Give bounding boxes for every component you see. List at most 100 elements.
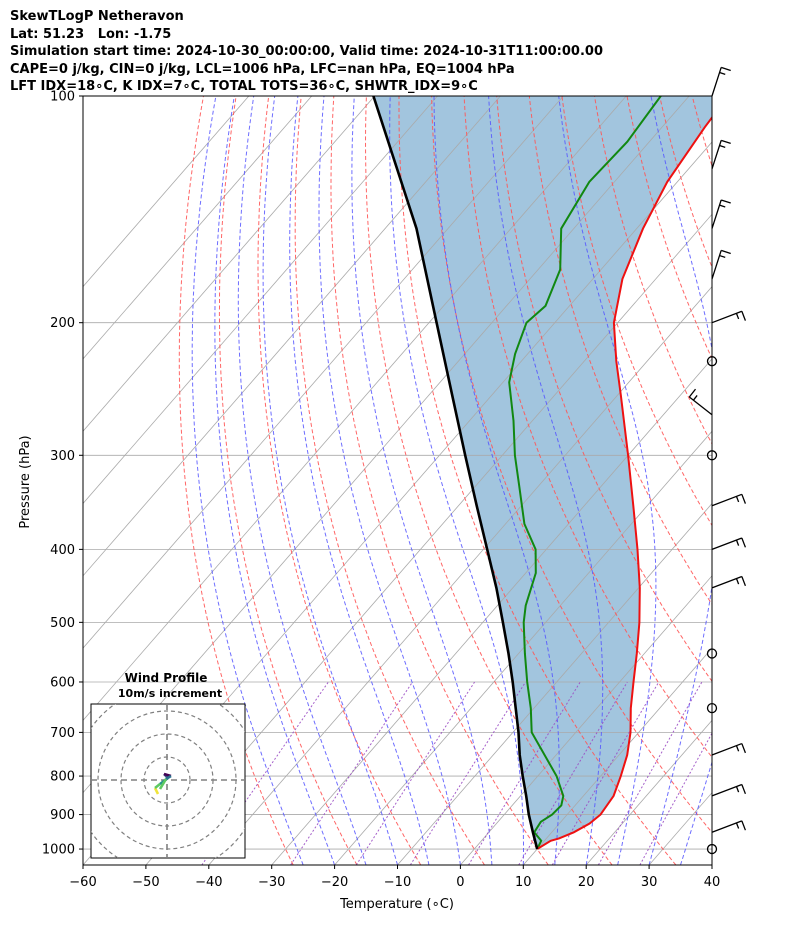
moist-adiabat-line: [389, 96, 524, 865]
convective-parameters: CAPE=0 j/kg, CIN=0 j/kg, LCL=1006 hPa, L…: [10, 61, 515, 77]
dry-adiabat-line: [496, 96, 712, 683]
wind-barb-feather: [741, 784, 747, 795]
isotherm-line: [83, 96, 438, 505]
axes-layer: Temperature (∘C) Pressure (hPa) −60 −50 −4…: [18, 90, 720, 913]
x-axis-label: Temperature (∘C): [339, 897, 454, 912]
y-tick-label: 400: [50, 543, 75, 558]
wind-barb-half-feather: [719, 254, 726, 259]
x-tick-label: −60: [69, 875, 96, 890]
wind-profile-title: Wind Profile: [125, 671, 208, 685]
isotherm-line: [83, 96, 564, 649]
mixing-ratio-line: [597, 681, 703, 865]
isotherm-line: [145, 213, 712, 865]
x-tick-label: 0: [456, 875, 464, 890]
wind-barb-feather: [720, 249, 731, 255]
wind-profile-frame: [90, 703, 246, 859]
wind-barb-half-feather: [735, 578, 740, 585]
cape-cin-fill-layer: [373, 96, 712, 849]
moist-adiabat-line: [433, 96, 560, 865]
dry-adiabat-line: [691, 96, 712, 168]
wind-profile-inset: Wind Profile 10m/s increment: [90, 671, 246, 859]
wind-barb-icon: [711, 575, 747, 589]
x-tick-label: −30: [258, 875, 285, 890]
wind-barb-icon: [711, 537, 747, 550]
moist-adiabat-line: [262, 96, 398, 865]
y-tick-label: 900: [50, 808, 75, 823]
parcel-profile-line: [372, 96, 539, 850]
dry-adiabat-line: [398, 96, 677, 865]
cin-shaded-area: [373, 96, 712, 849]
x-tick-label: −40: [195, 875, 222, 890]
isotherm-line: [83, 96, 375, 432]
wind-barb-half-feather: [735, 786, 740, 793]
wind-barb-calm-icon: [706, 843, 718, 855]
hodograph-segment: [154, 782, 161, 790]
wind-barb-icon: [711, 199, 731, 229]
dry-adiabat-line: [330, 96, 549, 865]
wind-barb-shaft: [711, 67, 722, 97]
dry-adiabat-line: [757, 96, 794, 865]
wind-barb-half-feather: [692, 395, 698, 401]
dewpoint-line: [508, 96, 662, 850]
mixing-ratio-line: [290, 681, 413, 865]
wind-barb-icon: [688, 388, 713, 416]
stability-indices: LFT IDX=18∘C, K IDX=7∘C, TOTAL TOTS=36∘C…: [10, 79, 478, 94]
y-tick-label: 800: [50, 770, 75, 785]
wind-barb-feather: [741, 311, 747, 321]
hodograph-segment: [153, 787, 160, 795]
mixing-ratio-line: [355, 681, 476, 865]
isotherm-line: [83, 96, 313, 360]
wind-barb-shaft: [711, 199, 722, 229]
x-tick-label: −50: [132, 875, 159, 890]
isotherm-line: [83, 96, 250, 288]
isotherm-line: [460, 575, 712, 865]
moist-adiabat-line: [289, 96, 430, 865]
isotherm-line: [83, 96, 627, 722]
moist-adiabat-line: [318, 96, 461, 865]
wind-barb-half-feather: [719, 71, 726, 75]
wind-barbs-layer: [688, 66, 747, 855]
isotherm-line: [334, 430, 712, 865]
dry-adiabat-layer: [178, 96, 794, 865]
hodograph-segment: [158, 778, 168, 790]
mixing-ratio-line: [518, 681, 628, 865]
hodograph-segment: [165, 774, 172, 781]
moist-adiabat-line: [744, 96, 794, 865]
moist-adiabat-line: [214, 96, 336, 865]
moist-adiabat-layer: [191, 96, 794, 865]
wind-barb-half-feather: [719, 144, 726, 148]
wind-barb-feather: [741, 537, 747, 548]
wind-barb-calm-icon: [706, 356, 718, 367]
wind-barb-half-feather: [719, 204, 726, 208]
wind-barb-half-feather: [735, 822, 740, 829]
isotherm-line: [397, 502, 712, 865]
x-tick-label: 20: [578, 875, 595, 890]
dry-adiabat-line: [294, 96, 485, 865]
y-tick-label: 700: [50, 726, 75, 741]
wind-barb-feather: [720, 66, 731, 72]
dry-adiabat-line: [364, 96, 613, 865]
y-tick-label: 200: [50, 316, 75, 331]
dry-adiabat-line: [178, 96, 294, 865]
wind-barb-icon: [711, 310, 747, 324]
moist-adiabat-line: [191, 96, 304, 865]
location-coordinates: Lat: 51.23 Lon: -1.75: [10, 26, 172, 42]
y-axis-label: Pressure (hPa): [18, 435, 33, 528]
wind-barb-icon: [711, 742, 747, 756]
wind-barb-feather: [720, 199, 731, 204]
isotherm-line: [775, 96, 794, 865]
moist-adiabat-line: [488, 96, 604, 865]
wind-barb-calm-icon: [706, 450, 718, 461]
dry-adiabat-line: [218, 96, 358, 865]
wind-barb-icon: [711, 783, 747, 797]
dry-adiabat-line: [725, 96, 794, 865]
mixing-ratio-line: [409, 681, 527, 865]
dry-adiabat-line: [431, 96, 712, 834]
moist-adiabat-line: [648, 96, 712, 865]
y-tick-label: 600: [50, 675, 75, 690]
mixing-ratio-layer: [201, 681, 712, 865]
x-tick-label: 10: [515, 875, 532, 890]
moist-adiabat-line: [558, 96, 657, 865]
wind-barb-feather: [741, 494, 747, 504]
